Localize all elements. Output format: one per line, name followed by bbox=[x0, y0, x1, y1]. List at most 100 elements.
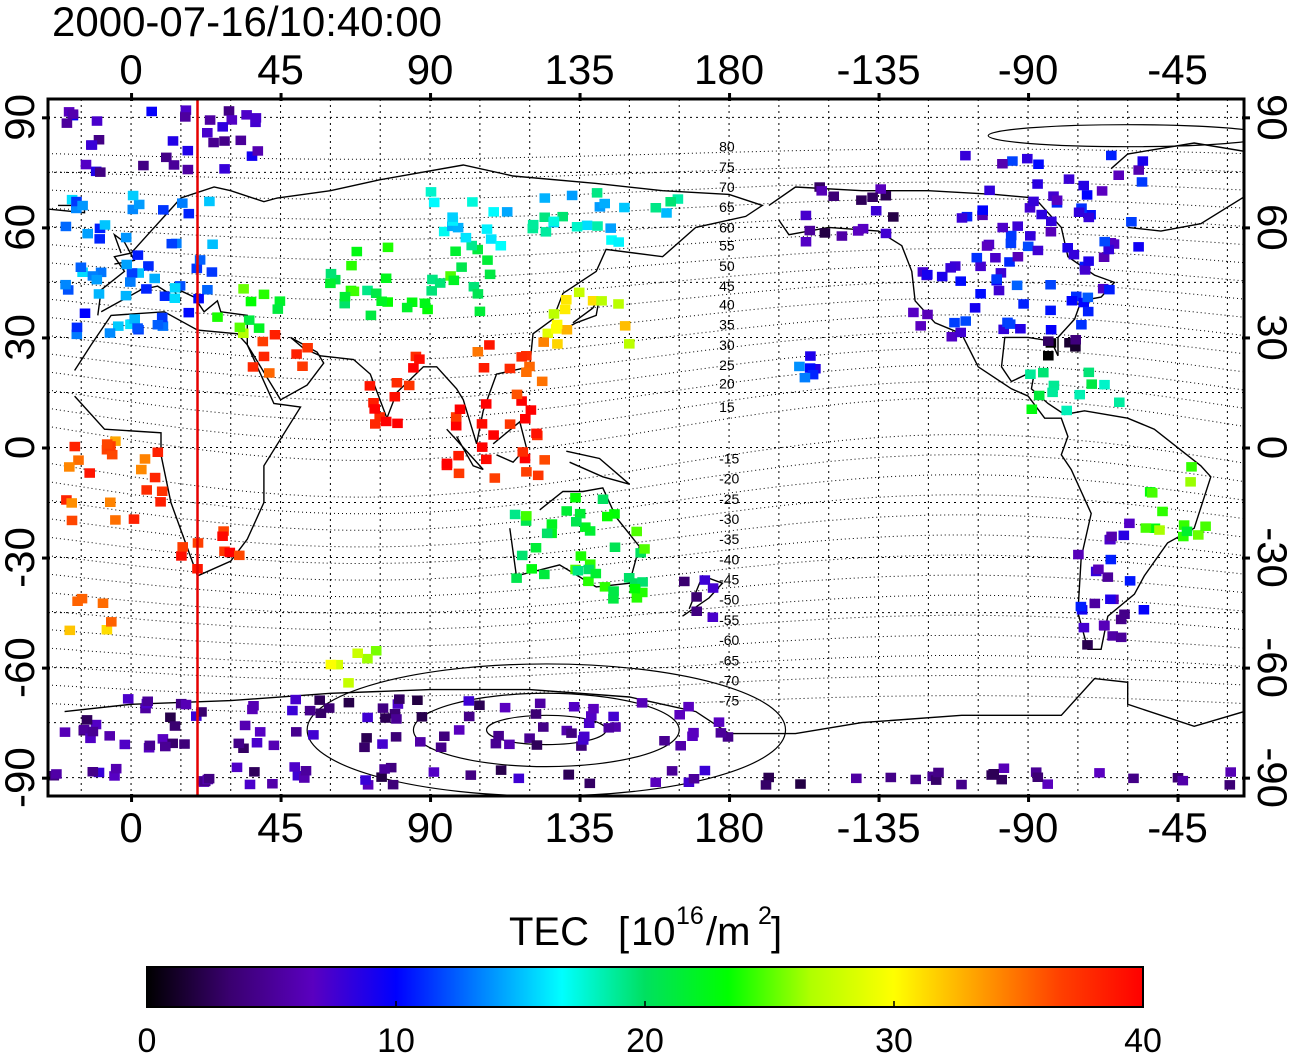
tec-cell bbox=[202, 128, 213, 138]
tec-cell bbox=[140, 703, 151, 714]
tec-cell bbox=[1025, 231, 1036, 241]
tec-cell bbox=[880, 191, 892, 201]
tec-cell bbox=[219, 136, 230, 146]
tec-cell bbox=[977, 205, 988, 215]
tec-cell bbox=[971, 252, 983, 263]
tec-cell bbox=[325, 278, 336, 289]
lat-tick-left bbox=[42, 336, 50, 340]
tec-cell bbox=[132, 250, 144, 260]
tec-cell bbox=[247, 362, 259, 372]
tec-cell bbox=[472, 347, 484, 357]
tec-cell bbox=[572, 566, 584, 576]
tec-cell bbox=[351, 246, 363, 257]
coastline bbox=[64, 677, 1244, 735]
tec-cell bbox=[763, 772, 774, 783]
tec-cell bbox=[177, 542, 188, 552]
tec-cell bbox=[490, 738, 502, 749]
tec-cell bbox=[157, 734, 169, 744]
tec-cell bbox=[365, 310, 377, 321]
axis-ticks bbox=[42, 93, 1250, 802]
tec-cell bbox=[672, 194, 684, 204]
tec-cell bbox=[343, 697, 355, 708]
tec-cell bbox=[583, 564, 595, 575]
tec-cell bbox=[218, 526, 229, 536]
tec-cell bbox=[463, 711, 475, 722]
tec-cell bbox=[299, 773, 310, 783]
tec-cell bbox=[377, 703, 389, 713]
tec-cell bbox=[1033, 390, 1045, 401]
coastline bbox=[566, 450, 630, 485]
tec-cell bbox=[590, 568, 602, 579]
tec-cell bbox=[1098, 252, 1110, 262]
tec-cell bbox=[202, 285, 213, 295]
contour-label: -75 bbox=[719, 693, 739, 709]
tec-cell bbox=[525, 405, 537, 415]
tec-cell bbox=[267, 779, 278, 789]
lat-label-left: 0 bbox=[0, 436, 43, 459]
tec-cell bbox=[955, 276, 966, 286]
tec-cell bbox=[688, 727, 699, 738]
tec-cell bbox=[828, 191, 839, 201]
tec-cell bbox=[586, 711, 597, 721]
lon-tick-bottom bbox=[877, 794, 881, 802]
tec-cell bbox=[300, 766, 312, 776]
tec-cell bbox=[991, 274, 1002, 284]
tec-cell bbox=[1073, 549, 1084, 560]
tec-cell bbox=[1083, 212, 1095, 223]
lat-tick-left bbox=[42, 556, 50, 560]
tec-cell bbox=[639, 544, 650, 554]
lon-tick-top bbox=[130, 93, 134, 101]
tec-cell bbox=[1024, 203, 1036, 213]
colorbar-ticks: 0 10 20 30 40 bbox=[138, 1001, 1162, 1057]
tec-cell bbox=[603, 723, 615, 733]
colorbar-unit-bracket-close: ] bbox=[771, 910, 782, 954]
tec-cell bbox=[204, 115, 216, 125]
tec-cell bbox=[73, 455, 84, 465]
tec-cell bbox=[1138, 605, 1150, 615]
tec-cell bbox=[511, 573, 522, 583]
tec-cell bbox=[62, 285, 74, 295]
tec-cell bbox=[613, 237, 624, 247]
tec-cell bbox=[403, 380, 415, 391]
tec-cell bbox=[699, 575, 711, 585]
tec-cell bbox=[289, 762, 300, 772]
lon-label-top: -45 bbox=[1147, 46, 1208, 93]
tec-cell bbox=[268, 740, 280, 751]
tec-cell bbox=[1032, 772, 1044, 782]
tec-cell bbox=[382, 242, 394, 253]
lat-tick-left bbox=[42, 116, 50, 120]
tec-cell bbox=[1108, 239, 1120, 249]
tec-cell bbox=[380, 273, 392, 283]
tec-cell bbox=[527, 219, 539, 230]
tec-cell bbox=[454, 404, 466, 414]
tec-cell bbox=[212, 312, 223, 322]
tec-cell bbox=[605, 223, 616, 233]
tec-cell bbox=[524, 733, 535, 743]
tec-cell bbox=[870, 206, 882, 216]
tec-cell bbox=[561, 295, 572, 305]
contour-label: 55 bbox=[719, 238, 735, 254]
tec-cell bbox=[119, 739, 131, 750]
tec-cell bbox=[104, 731, 115, 741]
tec-cell bbox=[152, 447, 164, 457]
tec-cell bbox=[542, 328, 554, 339]
tec-cell bbox=[955, 327, 966, 338]
tec-cell bbox=[177, 198, 188, 208]
tec-cell bbox=[125, 319, 136, 330]
tec-cell bbox=[143, 261, 154, 271]
longitude-labels-bottom: 0 45 90 135 180 -135 -90 -45 bbox=[119, 804, 1208, 851]
lon-label-bottom: 135 bbox=[545, 804, 615, 851]
tec-cell bbox=[659, 736, 670, 746]
coastline bbox=[682, 575, 724, 617]
colorbar-tick-label: 20 bbox=[626, 1022, 664, 1057]
tec-cell bbox=[530, 709, 542, 719]
lon-tick-top bbox=[728, 93, 732, 101]
tec-cell bbox=[521, 467, 532, 477]
contour-label: 50 bbox=[719, 258, 735, 274]
tec-cell bbox=[1099, 236, 1110, 247]
tec-cell bbox=[127, 190, 139, 201]
tec-cell bbox=[158, 205, 169, 215]
tec-cell bbox=[110, 763, 122, 774]
tec-cell bbox=[637, 587, 648, 598]
tec-cell bbox=[61, 495, 72, 505]
